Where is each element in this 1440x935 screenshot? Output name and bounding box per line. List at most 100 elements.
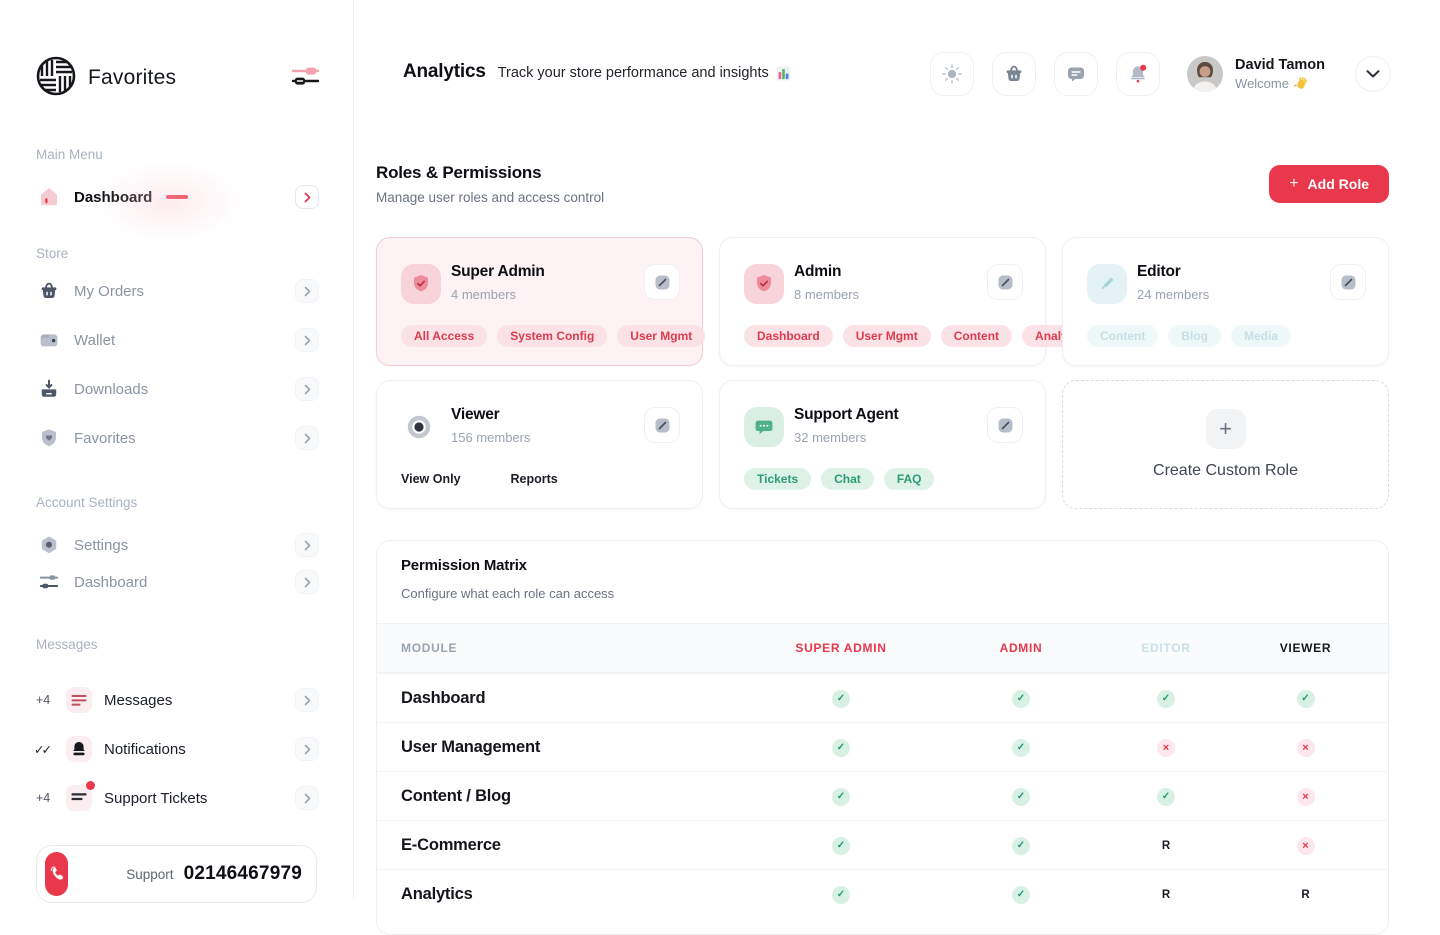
module-name: Analytics (401, 884, 473, 903)
create-custom-role-card[interactable]: + Create Custom Role (1062, 380, 1389, 509)
sidebar-item-label: Favorites (74, 429, 136, 447)
role-name: Editor (1137, 263, 1181, 280)
page-title: Analytics (403, 61, 486, 82)
sidebar-item-label: Dashboard (74, 573, 148, 591)
chevron-right-icon[interactable] (295, 786, 319, 810)
role-tags: Content Blog Media (1087, 325, 1292, 347)
support-contact-card[interactable]: Support 02146467979 (36, 845, 317, 903)
permission-toggle[interactable] (1297, 886, 1315, 904)
wave-emoji (1293, 76, 1307, 89)
sidebar: Favorites Main Menu Dashboard Store (0, 0, 354, 903)
sidebar-item-wallet[interactable]: Wallet (36, 319, 319, 361)
sidebar-item-dashboard[interactable]: Dashboard (36, 162, 319, 242)
bell-icon (66, 736, 92, 762)
role-tag: Content (1087, 325, 1159, 347)
notifications-button[interactable] (1116, 52, 1161, 96)
basket-icon (1006, 65, 1022, 81)
role-tag: All Access (401, 325, 488, 347)
messages-button[interactable] (1054, 52, 1099, 96)
role-tags: Tickets Chat FAQ (744, 468, 935, 490)
sidebar-item-label: Downloads (74, 380, 149, 398)
chevron-right-icon[interactable] (295, 688, 319, 712)
role-tags: Dashboard User Mgmt Content Analytics (744, 325, 1102, 347)
permission-toggle[interactable] (1012, 787, 1030, 806)
table-row: Analytics (377, 869, 1388, 918)
permission-toggle[interactable] (1157, 886, 1175, 904)
sidebar-item-notifications[interactable]: Notifications (66, 728, 319, 770)
cart-button[interactable] (992, 52, 1037, 96)
home-icon (36, 184, 62, 210)
sidebar-item-messages[interactable]: Messages (66, 679, 319, 721)
table-header-row: MODULE SUPER ADMIN ADMIN EDITOR VIEWER (377, 623, 1388, 673)
sidebar-item-my-orders[interactable]: My Orders (36, 270, 319, 312)
column-header-super-admin: SUPER ADMIN (795, 641, 887, 655)
header-actions: David Tamon Welcome (930, 52, 1391, 96)
permission-toggle[interactable] (1157, 787, 1175, 806)
eye-icon (407, 415, 431, 439)
permission-toggle[interactable] (1157, 738, 1175, 757)
sidebar-item-downloads[interactable]: Downloads (36, 368, 319, 410)
matrix-title: Permission Matrix (401, 557, 527, 574)
role-card-support-agent[interactable]: Support Agent 32 members Tickets Chat FA… (719, 380, 1046, 509)
bell-icon (1131, 64, 1147, 83)
permission-toggle[interactable] (832, 787, 850, 806)
add-role-button[interactable]: + Add Role (1269, 165, 1389, 203)
role-tag: User Mgmt (842, 325, 931, 347)
edit-role-button[interactable] (987, 264, 1023, 300)
user-menu[interactable]: David Tamon Welcome (1187, 56, 1325, 92)
permission-toggle[interactable] (1157, 837, 1175, 855)
sidebar-item-label: Support Tickets (104, 789, 208, 807)
theme-toggle-button[interactable] (930, 52, 975, 96)
role-card-admin[interactable]: Admin 8 members Dashboard User Mgmt Cont… (719, 237, 1102, 366)
chevron-right-icon[interactable] (295, 570, 319, 594)
permission-toggle[interactable] (1296, 738, 1315, 757)
sidebar-item-favorites[interactable]: Favorites (36, 417, 319, 459)
support-phone-number: 02146467979 (183, 863, 302, 884)
chevron-right-icon[interactable] (295, 533, 319, 557)
permission-toggle[interactable] (1296, 836, 1315, 855)
permission-toggle[interactable] (1296, 689, 1315, 708)
chevron-right-icon[interactable] (295, 328, 319, 352)
column-header-editor: EDITOR (1141, 641, 1191, 655)
permission-toggle[interactable] (832, 885, 850, 904)
sidebar-item-label: Dashboard (74, 188, 153, 206)
permission-toggle[interactable] (1012, 885, 1030, 904)
permission-toggle[interactable] (832, 836, 850, 855)
edit-role-button[interactable] (644, 264, 680, 300)
permission-toggle[interactable] (1296, 787, 1315, 806)
sidebar-item-support-tickets[interactable]: Support Tickets (66, 777, 319, 819)
column-header-admin: ADMIN (999, 641, 1043, 655)
role-name: Admin (794, 263, 842, 280)
permission-toggle[interactable] (1012, 738, 1030, 757)
role-tag: Blog (1168, 325, 1221, 347)
chevron-right-icon[interactable] (295, 426, 319, 450)
role-card-editor[interactable]: Editor 24 members Content Blog Media (1062, 237, 1389, 366)
chat-bubble-icon (744, 407, 784, 447)
edit-role-button[interactable] (644, 407, 680, 443)
role-members: 24 members (1137, 287, 1210, 302)
permission-toggle[interactable] (1012, 836, 1030, 855)
edit-role-button[interactable] (987, 407, 1023, 443)
sidebar-collapse-toggle-icon[interactable] (291, 65, 320, 92)
role-card-super-admin[interactable]: Super Admin 4 members All Access System … (376, 237, 706, 366)
edit-role-button[interactable] (1330, 264, 1366, 300)
user-menu-dropdown-button[interactable] (1355, 56, 1391, 92)
permission-toggle[interactable] (832, 738, 850, 757)
chevron-right-icon[interactable] (295, 279, 319, 303)
bar-chart-emoji (776, 66, 791, 80)
section-title-roles: Roles & Permissions (376, 163, 542, 182)
avatar (1187, 56, 1224, 92)
chevron-right-icon[interactable] (295, 185, 319, 209)
sidebar-item-dashboard-settings[interactable]: Dashboard (36, 561, 319, 603)
role-card-viewer[interactable]: Viewer 156 members View Only Reports (376, 380, 703, 509)
chevron-right-icon[interactable] (295, 737, 319, 761)
permission-toggle[interactable] (832, 689, 850, 708)
chevron-right-icon[interactable] (295, 377, 319, 401)
shield-check-icon (744, 264, 784, 304)
role-tags: All Access System Config User Mgmt (401, 325, 706, 347)
permission-toggle[interactable] (1157, 689, 1175, 708)
section-label-messages: Messages (36, 637, 98, 652)
permission-toggle[interactable] (1012, 689, 1030, 708)
sidebar-item-settings[interactable]: Settings (36, 524, 319, 566)
column-header-viewer: VIEWER (1279, 641, 1332, 655)
